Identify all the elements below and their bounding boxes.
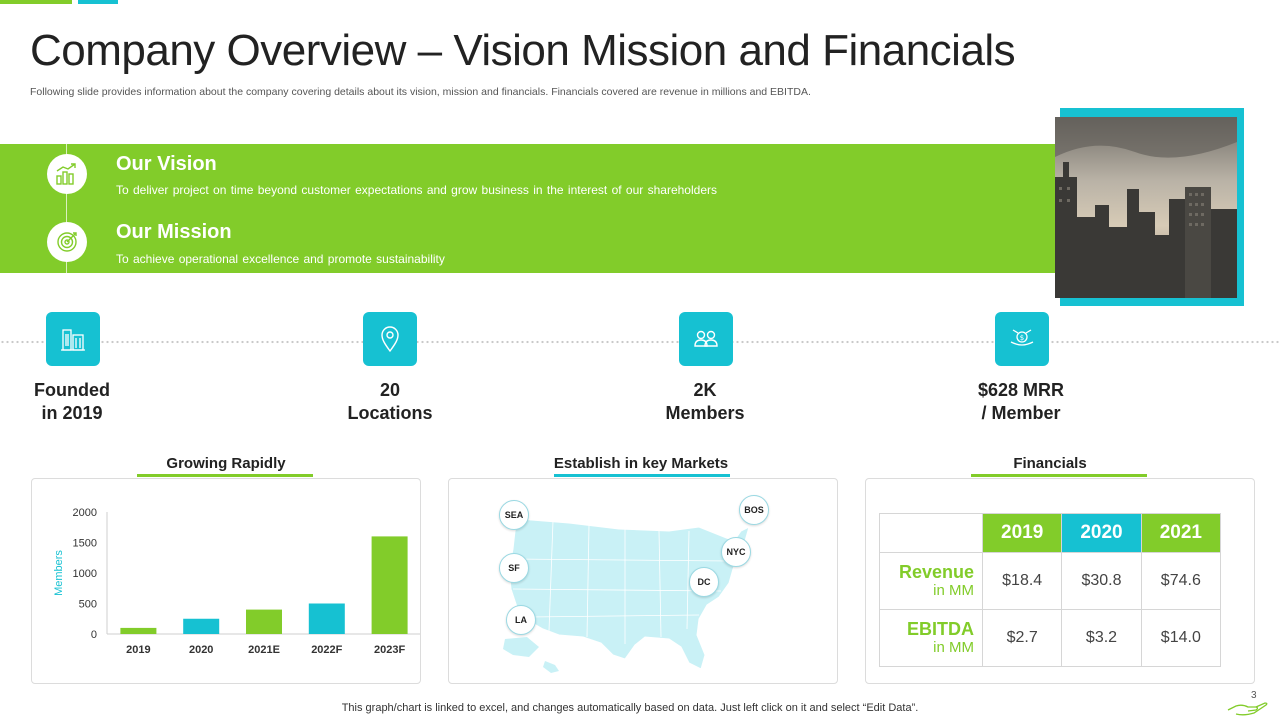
bar-2021e bbox=[246, 609, 282, 634]
stat-locations-line1: 20 bbox=[379, 380, 401, 400]
revenue-2020: $30.8 bbox=[1061, 552, 1142, 610]
table-row: EBITDA in MM $2.7 $3.2 $14.0 bbox=[879, 609, 1222, 667]
x-tick-label: 2019 bbox=[126, 644, 150, 656]
growth-title-underline bbox=[137, 474, 313, 477]
bar-2023f bbox=[371, 536, 408, 634]
bar-2020 bbox=[183, 618, 220, 634]
financials-table: 2019 2020 2021 Revenue in MM $18.4 $30.8… bbox=[879, 513, 1222, 667]
y-tick-label: 2000 bbox=[73, 507, 97, 519]
ebitda-2021: $14.0 bbox=[1140, 609, 1222, 667]
year-header-2020: 2020 bbox=[1061, 513, 1142, 553]
ebitda-2020: $3.2 bbox=[1061, 609, 1142, 667]
x-tick-label: 2020 bbox=[189, 644, 213, 656]
ebitda-row-label: EBITDA in MM bbox=[879, 609, 983, 667]
x-tick-label: 2021E bbox=[248, 644, 280, 656]
market-pin-bos: BOS bbox=[739, 495, 769, 525]
stat-founded-line2: in 2019 bbox=[41, 403, 103, 423]
revenue-row-label: Revenue in MM bbox=[879, 552, 983, 610]
stat-locations-line2: Locations bbox=[347, 403, 433, 423]
revenue-2019: $18.4 bbox=[981, 552, 1063, 610]
table-row: Revenue in MM $18.4 $30.8 $74.6 bbox=[879, 552, 1222, 610]
slide-subtitle: Following slide provides information abo… bbox=[30, 86, 811, 98]
band-connector-line bbox=[66, 144, 67, 273]
year-header-2021: 2021 bbox=[1140, 513, 1222, 553]
revenue-2021: $74.6 bbox=[1140, 552, 1222, 610]
x-tick-label: 2023F bbox=[374, 644, 405, 656]
bar-2019 bbox=[120, 627, 157, 634]
market-pin-nyc: NYC bbox=[721, 537, 751, 567]
city-skyline-photo bbox=[1055, 117, 1237, 298]
vision-mission-band bbox=[0, 144, 1056, 273]
y-axis-label: Members bbox=[53, 550, 65, 596]
location-pin-icon bbox=[363, 312, 417, 366]
dotted-divider bbox=[0, 340, 1280, 344]
stat-founded: Founded in 2019 bbox=[0, 379, 157, 425]
x-tick-label: 2022F bbox=[311, 644, 342, 656]
y-tick-label: 1500 bbox=[73, 538, 97, 550]
page-number: 3 bbox=[1251, 690, 1257, 701]
y-tick-label: 1000 bbox=[73, 568, 97, 580]
financials-title-underline bbox=[971, 474, 1147, 477]
building-icon bbox=[46, 312, 100, 366]
stat-mrr: $628 MRR / Member bbox=[936, 379, 1106, 425]
financials-panel-title: Financials bbox=[1013, 455, 1087, 472]
accent-bar-cyan bbox=[78, 0, 118, 4]
financials-corner-cell bbox=[879, 513, 983, 553]
stat-mrr-line1: $628 MRR bbox=[977, 380, 1065, 400]
market-pin-sea: SEA bbox=[499, 500, 529, 530]
market-pin-dc: DC bbox=[689, 567, 719, 597]
growth-chart-icon bbox=[47, 154, 87, 194]
ebitda-2019: $2.7 bbox=[981, 609, 1063, 667]
growth-chart-panel: 2000 1500 1000 500 0 Members 2019 2020 2021E 2022… bbox=[31, 478, 421, 684]
stat-locations: 20 Locations bbox=[305, 379, 475, 425]
vision-text: To deliver project on time beyond custom… bbox=[116, 183, 717, 197]
markets-title-underline bbox=[554, 474, 730, 477]
usa-map bbox=[503, 518, 750, 673]
ebitda-label: EBITDA bbox=[907, 619, 974, 639]
bar-2022f bbox=[308, 603, 345, 634]
financials-panel: 2019 2020 2021 Revenue in MM $18.4 $30.8… bbox=[865, 478, 1255, 684]
revenue-label: Revenue bbox=[898, 562, 974, 582]
financials-header-row: 2019 2020 2021 bbox=[879, 513, 1222, 553]
mission-text: To achieve operational excellence and pr… bbox=[116, 252, 445, 266]
y-tick-label: 500 bbox=[79, 599, 97, 611]
members-bar-chart: 2000 1500 1000 500 0 Members 2019 2020 2021E 2022… bbox=[53, 507, 421, 656]
mission-heading: Our Mission bbox=[116, 221, 232, 243]
stat-mrr-line2: / Member bbox=[981, 403, 1061, 423]
stat-members-line2: Members bbox=[665, 403, 745, 423]
revenue-unit: in MM bbox=[933, 582, 974, 599]
slide-title: Company Overview – Vision Mission and Fi… bbox=[30, 26, 1016, 75]
market-pin-la: LA bbox=[506, 605, 536, 635]
hand-logo-icon bbox=[1226, 696, 1270, 723]
growth-panel-title: Growing Rapidly bbox=[166, 455, 286, 472]
accent-bar-green bbox=[0, 0, 72, 4]
market-pin-sf: SF bbox=[499, 553, 529, 583]
footer-note: This graph/chart is linked to excel, and… bbox=[341, 702, 919, 714]
markets-map-panel: SEA SF LA DC NYC BOS bbox=[448, 478, 838, 684]
markets-panel-title: Establish in key Markets bbox=[553, 455, 729, 472]
target-icon bbox=[47, 222, 87, 262]
svg-text:$: $ bbox=[1020, 334, 1024, 342]
y-tick-label: 0 bbox=[91, 629, 97, 641]
ebitda-unit: in MM bbox=[933, 639, 974, 656]
money-hand-icon: $ bbox=[995, 312, 1049, 366]
people-icon bbox=[679, 312, 733, 366]
year-header-2019: 2019 bbox=[981, 513, 1063, 553]
stat-members: 2K Members bbox=[620, 379, 790, 425]
stat-founded-line1: Founded bbox=[34, 380, 110, 400]
vision-heading: Our Vision bbox=[116, 153, 217, 175]
stat-members-line1: 2K bbox=[693, 380, 717, 400]
